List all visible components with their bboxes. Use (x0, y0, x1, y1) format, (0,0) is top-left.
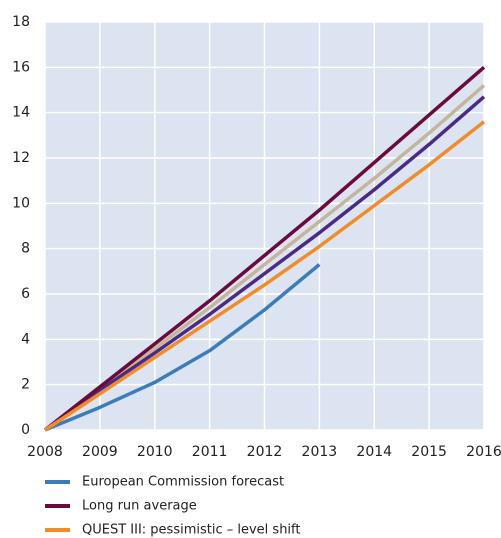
x-tick-label: 2016 (466, 444, 501, 460)
x-tick-label: 2011 (192, 444, 228, 460)
x-tick-label: 2015 (411, 444, 447, 460)
y-tick-label: 0 (21, 422, 30, 438)
x-tick-label: 2010 (137, 444, 173, 460)
series-line (44, 263, 321, 432)
x-tick-label: 2013 (302, 444, 338, 460)
y-tick-label: 8 (21, 241, 30, 257)
series-line (44, 120, 486, 432)
legend-label: Long run average (82, 499, 197, 514)
legend-label: QUEST III: pessimistic – level shift (82, 523, 301, 538)
x-tick-label: 2012 (247, 444, 283, 460)
y-tick-label: 6 (21, 286, 30, 302)
y-tick-label: 14 (12, 105, 30, 121)
x-tick-label: 2009 (82, 444, 118, 460)
y-tick-label: 2 (21, 377, 30, 393)
series-line (43, 66, 486, 432)
y-tick-label: 4 (21, 331, 30, 347)
y-tick-label: 18 (12, 14, 30, 30)
x-tick-label: 2008 (27, 444, 63, 460)
legend-label: European Commission forecast (82, 475, 284, 490)
y-tick-label: 12 (12, 150, 30, 166)
series-line (43, 95, 486, 432)
y-tick-label: 16 (12, 59, 30, 75)
series-line (43, 84, 486, 432)
y-tick-label: 10 (12, 195, 30, 211)
x-tick-label: 2014 (356, 444, 392, 460)
